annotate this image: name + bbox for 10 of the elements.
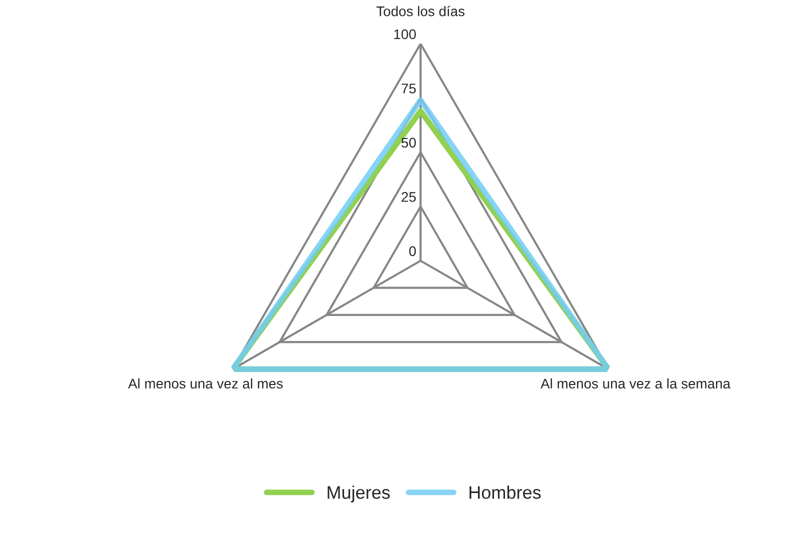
y-tick-label: 100	[394, 29, 416, 40]
y-tick-label: 0	[409, 246, 416, 256]
y-tick-label: 75	[402, 84, 416, 94]
legend-label: Mujeres	[328, 486, 390, 502]
y-tick-label: 50	[402, 138, 416, 148]
legend-label: Hombres	[470, 486, 541, 499]
spoke-label: Al menos una vez al mes	[128, 378, 283, 389]
y-tick-label: 25	[402, 192, 416, 202]
spoke-label: Todos los días	[376, 6, 464, 16]
spoke-label: Al menos una vez a la semana	[540, 378, 730, 389]
